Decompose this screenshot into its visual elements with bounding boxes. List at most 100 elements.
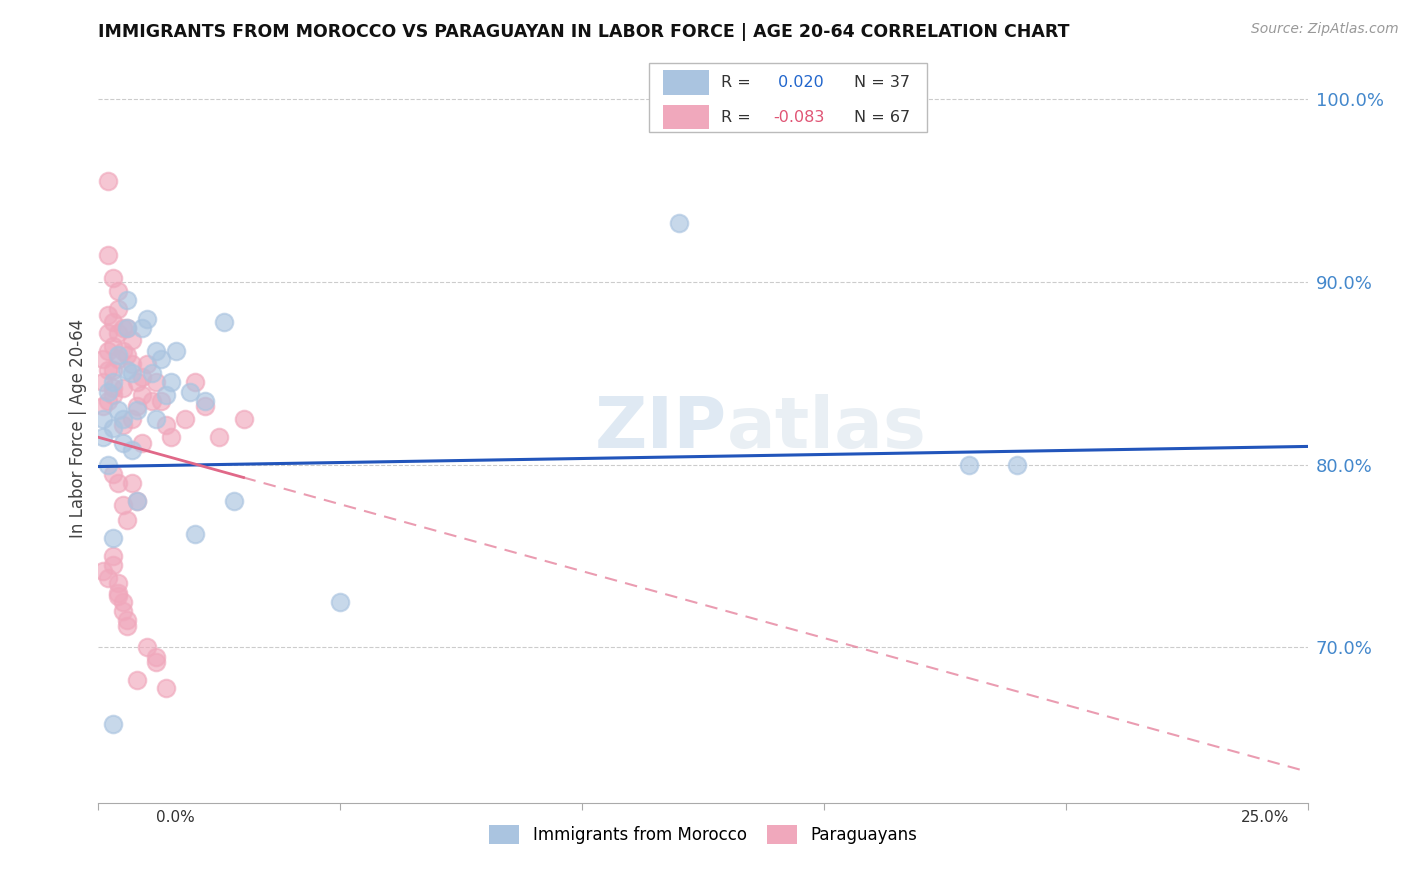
Legend: Immigrants from Morocco, Paraguayans: Immigrants from Morocco, Paraguayans — [482, 818, 924, 851]
Point — [97, 384, 120, 399]
Point — [957, 458, 980, 472]
Point — [107, 348, 129, 362]
Point — [91, 430, 114, 444]
Point — [145, 376, 167, 390]
Point — [101, 531, 124, 545]
Point — [91, 399, 114, 413]
Point — [107, 403, 129, 417]
Point — [111, 320, 134, 334]
Point — [101, 717, 124, 731]
Point — [131, 320, 153, 334]
Point — [135, 357, 157, 371]
Text: 0.020: 0.020 — [773, 75, 824, 90]
Point — [111, 381, 134, 395]
Point — [91, 564, 114, 578]
Point — [127, 494, 149, 508]
Point — [117, 293, 139, 308]
Point — [222, 494, 245, 508]
Text: N = 37: N = 37 — [855, 75, 910, 90]
Point — [101, 549, 124, 563]
Point — [131, 435, 153, 450]
Point — [117, 320, 139, 334]
Point — [117, 348, 139, 362]
Point — [97, 362, 120, 376]
Point — [184, 376, 207, 390]
Point — [155, 388, 177, 402]
Point — [141, 367, 163, 381]
Point — [111, 498, 134, 512]
Point — [117, 362, 139, 376]
Point — [107, 351, 129, 366]
Point — [111, 595, 134, 609]
Point — [155, 681, 177, 695]
Point — [101, 271, 124, 285]
Point — [107, 326, 129, 340]
Point — [117, 618, 139, 632]
Text: -0.083: -0.083 — [773, 110, 824, 125]
Point — [107, 475, 129, 490]
Point — [150, 393, 173, 408]
Text: IMMIGRANTS FROM MOROCCO VS PARAGUAYAN IN LABOR FORCE | AGE 20-64 CORRELATION CHA: IMMIGRANTS FROM MOROCCO VS PARAGUAYAN IN… — [98, 23, 1070, 41]
Point — [127, 376, 149, 390]
Point — [91, 376, 114, 390]
Point — [668, 217, 690, 231]
Text: atlas: atlas — [727, 393, 927, 463]
Point — [101, 558, 124, 573]
Point — [160, 430, 183, 444]
Point — [145, 655, 167, 669]
Point — [212, 315, 235, 329]
Point — [127, 673, 149, 688]
Text: 0.0%: 0.0% — [156, 811, 195, 825]
Point — [97, 393, 120, 408]
Point — [145, 344, 167, 359]
Point — [101, 339, 124, 353]
Point — [101, 388, 124, 402]
Point — [150, 351, 173, 366]
Point — [101, 467, 124, 481]
Point — [141, 393, 163, 408]
Point — [127, 403, 149, 417]
Point — [329, 595, 352, 609]
Point — [127, 399, 149, 413]
Text: ZIP: ZIP — [595, 393, 727, 463]
Point — [111, 435, 134, 450]
Point — [111, 344, 134, 359]
Point — [145, 649, 167, 664]
Point — [208, 430, 231, 444]
Point — [121, 334, 143, 348]
Point — [107, 585, 129, 599]
Point — [111, 412, 134, 426]
Text: 25.0%: 25.0% — [1241, 811, 1289, 825]
Point — [97, 326, 120, 340]
Point — [97, 308, 120, 322]
Text: R =: R = — [721, 75, 756, 90]
Point — [111, 417, 134, 432]
Point — [121, 443, 143, 458]
Point — [1007, 458, 1029, 472]
Point — [97, 458, 120, 472]
Point — [91, 351, 114, 366]
Point — [165, 344, 187, 359]
Point — [155, 417, 177, 432]
FancyBboxPatch shape — [664, 104, 709, 129]
Y-axis label: In Labor Force | Age 20-64: In Labor Force | Age 20-64 — [69, 318, 87, 538]
Point — [117, 320, 139, 334]
Point — [135, 311, 157, 326]
FancyBboxPatch shape — [664, 70, 709, 95]
Point — [184, 527, 207, 541]
Point — [101, 381, 124, 395]
Text: Source: ZipAtlas.com: Source: ZipAtlas.com — [1251, 22, 1399, 37]
Point — [101, 315, 124, 329]
Point — [135, 640, 157, 655]
Point — [101, 362, 124, 376]
Point — [174, 412, 197, 426]
Point — [107, 576, 129, 591]
Point — [121, 475, 143, 490]
Point — [101, 421, 124, 435]
Point — [194, 399, 217, 413]
Point — [121, 357, 143, 371]
Point — [97, 247, 120, 261]
Point — [97, 344, 120, 359]
Point — [91, 412, 114, 426]
Point — [111, 604, 134, 618]
